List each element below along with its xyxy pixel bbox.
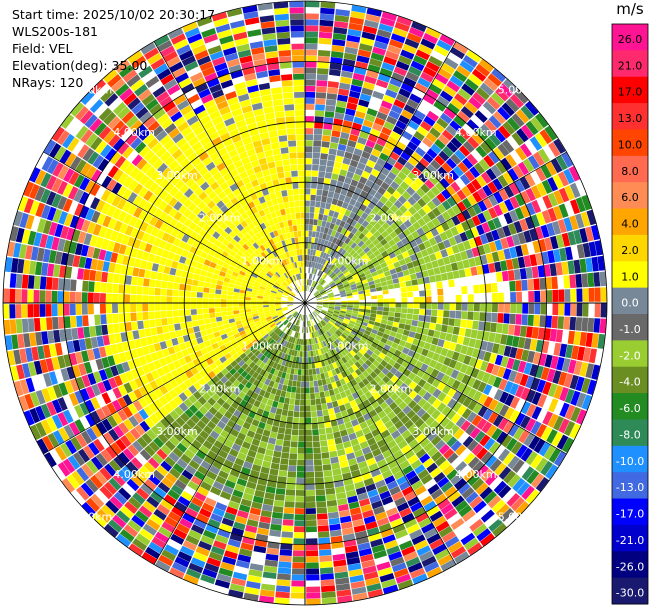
range-ring-label: 1.00km — [242, 340, 284, 353]
colorbar-tick-label: -10.0 — [616, 455, 644, 468]
colorbar-swatch — [612, 103, 648, 130]
colorbar-swatch — [612, 524, 648, 552]
colorbar-swatch — [612, 24, 648, 51]
velocity-bin-group — [16, 11, 598, 599]
colorbar-tick-label: 6.0 — [621, 191, 639, 204]
scan-info: Start time: 2025/10/02 20:30:17 WLS200s-… — [12, 6, 215, 91]
colorbar-swatch — [612, 76, 648, 104]
velocity-bin-group — [3, 7, 581, 605]
range-ring-label: 3.00km — [412, 169, 454, 182]
range-ring-label: 5.00km — [71, 511, 113, 524]
colorbar-swatch — [612, 155, 648, 183]
colorbar-tick-label: 21.0 — [618, 59, 643, 72]
azimuth-spoke — [43, 151, 306, 304]
colorbar-tick-label: -1.0 — [619, 323, 640, 336]
velocity-bins — [3, 1, 607, 605]
colorbar-swatch — [612, 182, 648, 210]
colorbar-tick-label: 0.0 — [621, 297, 639, 310]
range-ring-labels: 1.00km 1.00km 1.00km 1.00km 2.00km 2.00km 2.00… — [71, 83, 540, 523]
colorbar-tick-label: 2.0 — [621, 244, 639, 257]
colorbar-tick-label: -6.0 — [619, 402, 640, 415]
elevation: Elevation(deg): 35.00 — [12, 58, 148, 73]
range-ring-label: 4.00km — [113, 126, 155, 139]
azimuth-spoke — [304, 151, 567, 304]
range-ring-label: 1.00km — [327, 254, 369, 267]
colorbar-tick-label: -4.0 — [619, 376, 640, 389]
colorbar-swatch — [612, 314, 648, 341]
velocity-bin-group — [47, 7, 607, 604]
instrument-name: WLS200s-181 — [12, 24, 98, 39]
azimuth-spoke — [304, 302, 567, 455]
colorbar-tick-label: -13.0 — [616, 481, 644, 494]
range-ring-label: 3.00km — [412, 425, 454, 438]
colorbar-swatch — [612, 393, 648, 420]
azimuth-spoke — [304, 41, 457, 304]
colorbar-tick-label: 1.0 — [621, 270, 639, 283]
velocity-bin-group — [15, 19, 565, 605]
colorbar-tick-label: 4.0 — [621, 218, 639, 231]
nrays: NRays: 120 — [12, 75, 84, 90]
colorbar-tick-label: 17.0 — [618, 86, 643, 99]
colorbar-swatch — [612, 498, 648, 526]
colorbar-tick-label: 26.0 — [618, 33, 643, 46]
range-ring-label: 5.00km — [498, 83, 540, 96]
colorbar-swatch — [612, 419, 648, 447]
field-name: Field: VEL — [12, 41, 73, 56]
colorbar-unit: m/s — [616, 0, 644, 18]
range-ring-label: 1.00km — [242, 254, 284, 267]
colorbar-swatch — [612, 551, 648, 579]
range-ring-label: 5.00km — [71, 83, 113, 96]
colorbar-tick-label: -30.0 — [616, 587, 644, 600]
colorbar-swatch — [612, 50, 648, 78]
azimuth-spoke — [153, 302, 306, 565]
colorbar-swatch — [612, 261, 648, 289]
range-ring-label: 4.00km — [113, 468, 155, 481]
colorbar-tick-label: -21.0 — [616, 534, 644, 547]
range-ring-label: 3.00km — [156, 425, 198, 438]
range-ring-label: 2.00km — [199, 382, 241, 395]
colorbar-tick-label: 13.0 — [618, 112, 643, 125]
colorbar-tick-label: -17.0 — [616, 508, 644, 521]
range-ring-label: 2.00km — [370, 212, 412, 225]
colorbar-swatch — [612, 577, 648, 605]
colorbar-swatch — [612, 129, 648, 157]
velocity-bin-group — [29, 1, 591, 599]
colorbar-tick-label: 10.0 — [618, 138, 643, 151]
colorbar-swatch — [612, 234, 648, 262]
colorbar-tick-label: -26.0 — [616, 560, 644, 573]
colorbar-swatch — [612, 445, 648, 473]
range-ring-label: 5.00km — [498, 511, 540, 524]
azimuth-spokes — [3, 1, 607, 605]
colorbar-swatch — [612, 366, 648, 394]
colorbar-swatch — [612, 287, 648, 315]
range-ring-label: 4.00km — [455, 468, 497, 481]
azimuth-spoke — [43, 302, 306, 455]
colorbar-swatch — [612, 340, 648, 368]
range-ring-label: 2.00km — [370, 382, 412, 395]
colorbar-tick-label: -2.0 — [619, 349, 640, 362]
range-ring-label: 4.00km — [455, 126, 497, 139]
colorbar-tick-label: 8.0 — [621, 165, 639, 178]
colorbar-swatch — [612, 208, 648, 236]
azimuth-spoke — [153, 41, 306, 304]
colorbar-swatch — [612, 472, 648, 500]
range-ring-label: 1.00km — [327, 340, 369, 353]
colorbar-frame — [611, 23, 649, 605]
velocity-bin-group — [11, 27, 595, 577]
velocity-bin-group — [9, 33, 600, 595]
start-time: Start time: 2025/10/02 20:30:17 — [12, 7, 216, 22]
colorbar-tick-label: -8.0 — [619, 428, 640, 441]
range-ring-label: 2.00km — [199, 212, 241, 225]
range-ring-label: 3.00km — [156, 169, 198, 182]
azimuth-spoke — [304, 302, 457, 565]
